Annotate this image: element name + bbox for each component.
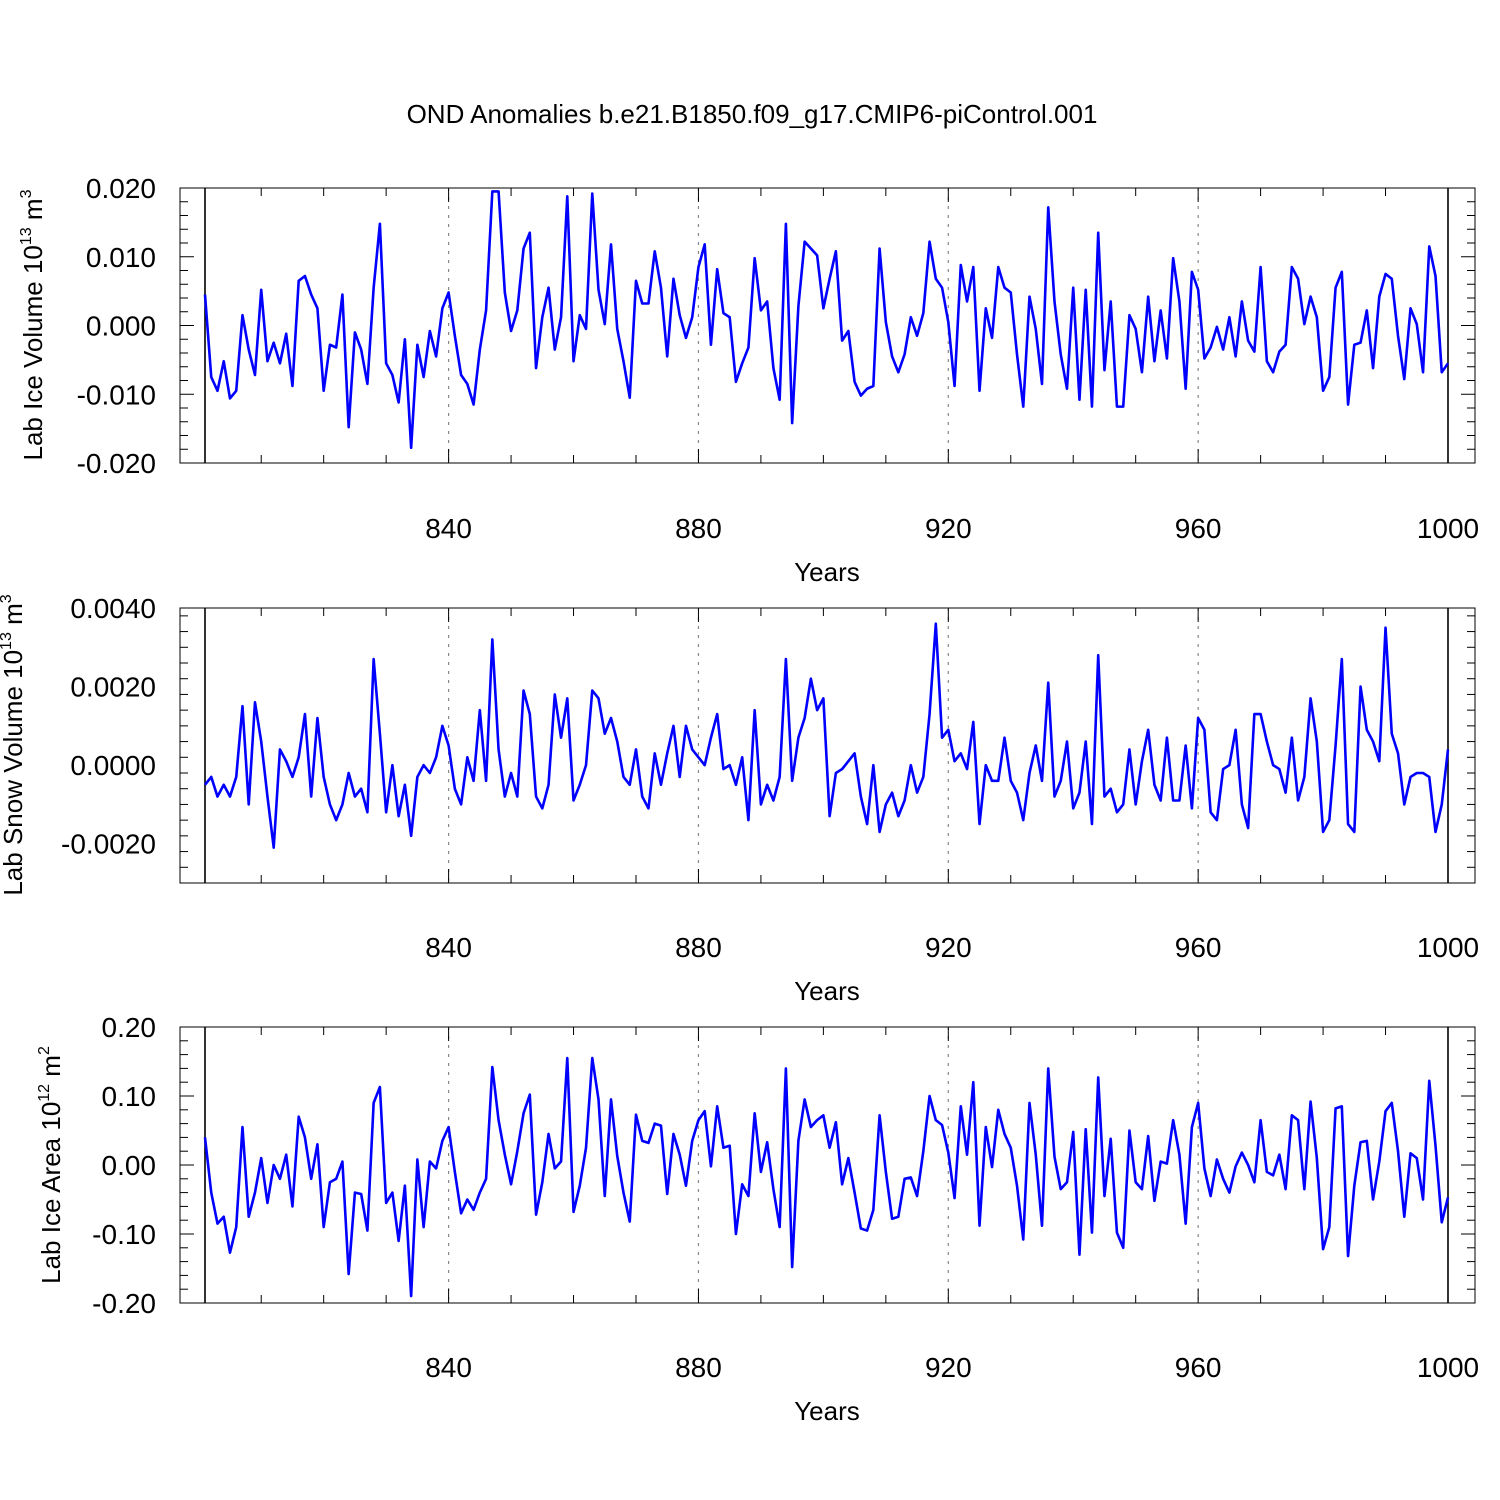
y-axis-title: Lab Snow Volume 1013 m3 (0, 594, 28, 895)
y-tick-label: 0.0040 (70, 593, 156, 624)
x-axis-title: Years (794, 557, 860, 587)
plot-frame (179, 607, 1476, 884)
y-axis-title: Lab Ice Area 1012 m2 (36, 1046, 66, 1284)
y-tick-label: 0.20 (102, 1012, 157, 1043)
y-tick-label: 0.00 (102, 1150, 157, 1181)
panel-ice-volume: 840 880 920 960 1000 Years -0.020 -0.010 0.000 0.… (18, 173, 1479, 587)
x-tick-label: 960 (1175, 513, 1222, 544)
y-axis-title-ylabel-main: Lab Snow Volume 10 (0, 650, 28, 896)
series-line-snow-volume (203, 622, 1450, 849)
x-axis-title: Years (794, 976, 860, 1006)
y-axis-title: Lab Ice Volume 1013 m3 (18, 189, 48, 460)
y-tick-label: -0.020 (77, 448, 156, 479)
chart-title: OND Anomalies b.e21.B1850.f09_g17.CMIP6-… (407, 99, 1098, 129)
y-tick-label: -0.10 (92, 1219, 156, 1250)
x-tick-label: 880 (675, 1352, 722, 1383)
y-tick-label: 0.0020 (70, 672, 156, 703)
y-axis-title-ylabel-unit: m (0, 603, 28, 632)
y-tick-label: 0.0000 (70, 750, 156, 781)
y-axis-title-ylabel-unit-exp: 2 (36, 1046, 53, 1055)
x-tick-label: 880 (675, 932, 722, 963)
x-tick-label: 1000 (1417, 513, 1479, 544)
panel-ice-area: 840 880 920 960 1000 Years -0.20 -0.10 0.00 0.10 0… (36, 1012, 1479, 1426)
x-tick-label: 840 (425, 513, 472, 544)
y-axis-title-ylabel-unit-exp: 3 (18, 189, 35, 198)
y-tick-label: -0.010 (77, 379, 156, 410)
plot-frame (179, 187, 1476, 464)
x-tick-label: 1000 (1417, 932, 1479, 963)
y-axis-title-ylabel-exp: 13 (0, 632, 15, 650)
series-line-ice-area (203, 1056, 1450, 1298)
y-axis-title-ylabel-exp: 12 (36, 1084, 53, 1102)
x-tick-label: 920 (925, 1352, 972, 1383)
y-axis-title-ylabel-unit: m (18, 198, 48, 227)
y-tick-label: 0.000 (86, 311, 156, 342)
panels: 840 880 920 960 1000 Years -0.020 -0.010 0.000 0.… (0, 173, 1479, 1426)
x-tick-label: 880 (675, 513, 722, 544)
x-tick-label: 840 (425, 932, 472, 963)
x-tick-label: 920 (925, 932, 972, 963)
x-tick-label: 960 (1175, 932, 1222, 963)
y-axis-title-ylabel-unit: m (36, 1055, 66, 1084)
x-axis-title: Years (794, 1396, 860, 1426)
y-tick-label: -0.0020 (61, 829, 156, 860)
y-axis-title-ylabel-unit-exp: 3 (0, 594, 15, 603)
x-tick-label: 920 (925, 513, 972, 544)
series-line-ice-volume (203, 190, 1450, 450)
x-tick-label: 1000 (1417, 1352, 1479, 1383)
y-tick-label: 0.010 (86, 242, 156, 273)
y-axis-title-ylabel-exp: 13 (18, 227, 35, 245)
y-tick-label: 0.10 (102, 1081, 157, 1112)
y-tick-label: -0.20 (92, 1288, 156, 1319)
x-tick-label: 840 (425, 1352, 472, 1383)
y-tick-label: 0.020 (86, 173, 156, 204)
y-axis-title-ylabel-main: Lab Ice Volume 10 (18, 245, 48, 460)
panel-snow-volume: 840 880 920 960 1000 Years -0.0020 0.0000 0.0020… (0, 593, 1479, 1006)
y-axis-title-ylabel-main: Lab Ice Area 10 (36, 1102, 66, 1284)
x-tick-label: 960 (1175, 1352, 1222, 1383)
